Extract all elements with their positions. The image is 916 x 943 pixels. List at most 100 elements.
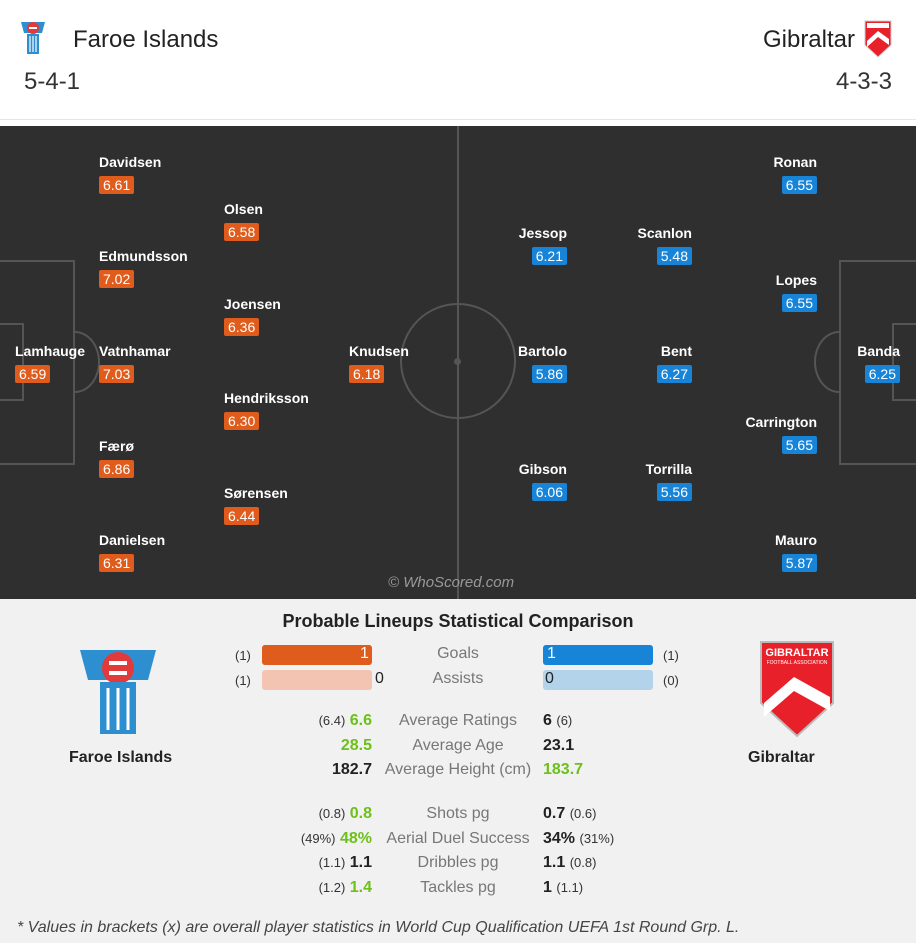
player-bartolo[interactable]: Bartolo 5.86 xyxy=(518,343,567,384)
player-sorensen[interactable]: Sørensen 6.44 xyxy=(224,485,288,526)
home-stat-overall: (1.1) xyxy=(318,855,346,870)
away-stat-number: 0.7 xyxy=(543,805,566,822)
player-rating: 6.36 xyxy=(224,318,260,336)
home-six-yard-box xyxy=(0,323,24,401)
home-team-label[interactable]: Faroe Islands xyxy=(69,749,173,766)
stat-label: Shots pg xyxy=(426,805,490,822)
player-joensen[interactable]: Joensen 6.36 xyxy=(224,296,281,337)
player-hendriksson[interactable]: Hendriksson 6.30 xyxy=(224,390,309,431)
player-vatnhamar[interactable]: Vatnhamar 7.03 xyxy=(99,343,171,384)
home-stat-value: 182.7 xyxy=(332,761,372,779)
player-lopes[interactable]: Lopes 6.55 xyxy=(776,272,817,313)
logo-subtext: FOOTBALL ASSOCIATION xyxy=(767,660,828,666)
player-davidsen[interactable]: Davidsen 6.61 xyxy=(99,154,161,195)
stat-row-aerial-duel-success: (49%) 48% Aerial Duel Success 34% (31%) xyxy=(0,830,916,852)
faroe-islands-logo-icon xyxy=(80,650,156,734)
stat-label: Average Height (cm) xyxy=(384,761,532,778)
player-knudsen[interactable]: Knudsen 6.18 xyxy=(349,343,409,384)
player-gibson[interactable]: Gibson 6.06 xyxy=(519,461,567,502)
away-stat-value: 23.1 xyxy=(543,737,574,755)
player-ronan[interactable]: Ronan 6.55 xyxy=(773,154,817,195)
away-stat-value: 1 (1.1) xyxy=(543,879,583,897)
player-olsen[interactable]: Olsen 6.58 xyxy=(224,201,263,242)
player-carrington[interactable]: Carrington 5.65 xyxy=(745,414,817,455)
center-spot xyxy=(454,358,461,365)
away-stat-value: 34% (31%) xyxy=(543,830,614,848)
away-stat-number: 1.1 xyxy=(543,854,566,871)
player-torrilla[interactable]: Torrilla 5.56 xyxy=(646,461,692,502)
logo-wordmark: GIBRALTAR xyxy=(765,647,828,659)
player-name: Ronan xyxy=(773,154,817,170)
player-rating: 5.65 xyxy=(781,436,817,454)
gibraltar-logo-icon: GIBRALTAR FOOTBALL ASSOCIATION xyxy=(760,641,834,738)
home-team-name[interactable]: Faroe Islands xyxy=(73,26,219,53)
pitch: Davidsen 6.61 Olsen 6.58 Edmundsson 7.02… xyxy=(0,126,916,599)
home-assists-overall: (1) xyxy=(235,673,251,688)
away-assists-overall: (0) xyxy=(663,673,679,688)
assists-label: Assists xyxy=(432,670,484,687)
away-stat-overall: (0.6) xyxy=(569,806,597,821)
stat-label: Average Ratings xyxy=(399,712,517,729)
home-stat-overall: (6.4) xyxy=(318,713,346,728)
player-name: Torrilla xyxy=(645,461,692,477)
goals-label: Goals xyxy=(437,645,479,662)
home-stat-value: 28.5 xyxy=(341,737,372,755)
player-danielsen[interactable]: Danielsen 6.31 xyxy=(99,532,165,573)
player-rating: 6.25 xyxy=(864,365,900,383)
home-stat-value: (1.1) 1.1 xyxy=(319,854,372,872)
stat-row-average-height-cm: 182.7 Average Height (cm) 183.7 xyxy=(0,761,916,783)
player-mauro[interactable]: Mauro 5.87 xyxy=(775,532,817,573)
player-name: Vatnhamar xyxy=(99,343,171,359)
home-stat-number: 48% xyxy=(339,830,372,847)
player-rating: 6.59 xyxy=(15,365,51,383)
player-name: Banda xyxy=(857,343,900,359)
player-faero[interactable]: Færø 6.86 xyxy=(99,438,135,479)
player-scanlon[interactable]: Scanlon 5.48 xyxy=(638,225,692,266)
player-rating: 6.27 xyxy=(656,365,692,383)
player-rating: 6.21 xyxy=(531,247,567,265)
gibraltar-crest-icon xyxy=(864,20,892,58)
player-name: Gibson xyxy=(518,461,567,477)
player-name: Jessop xyxy=(518,225,567,241)
player-lamhauge[interactable]: Lamhauge 6.59 xyxy=(15,343,85,384)
stat-label: Dribbles pg xyxy=(417,854,499,871)
player-name: Bent xyxy=(660,343,692,359)
match-header: Faroe Islands 5-4-1 Gibraltar 4-3-3 xyxy=(0,0,916,120)
watermark: © WhoScored.com xyxy=(388,574,515,591)
away-stat-value: 6 (6) xyxy=(543,712,572,730)
player-jessop[interactable]: Jessop 6.21 xyxy=(519,225,567,266)
stat-row-tackles-pg: (1.2) 1.4 Tackles pg 1 (1.1) xyxy=(0,879,916,901)
home-assists-bar xyxy=(262,670,372,690)
player-name: Hendriksson xyxy=(224,390,309,406)
player-name: Knudsen xyxy=(349,343,409,359)
stat-label: Tackles pg xyxy=(420,879,496,896)
player-rating: 6.58 xyxy=(224,223,260,241)
away-team-label[interactable]: Gibraltar xyxy=(748,749,815,766)
home-stat-overall: (1.2) xyxy=(318,880,346,895)
home-stat-value: (0.8) 0.8 xyxy=(319,805,372,823)
home-stat-value: (6.4) 6.6 xyxy=(319,712,372,730)
home-assists-value: 0 xyxy=(375,670,384,687)
player-name: Lamhauge xyxy=(15,343,86,359)
away-penalty-box xyxy=(839,260,916,465)
player-rating: 6.55 xyxy=(781,176,817,194)
home-stat-overall: (0.8) xyxy=(318,806,346,821)
player-bent[interactable]: Bent 6.27 xyxy=(656,343,692,384)
faroe-islands-crest-icon xyxy=(21,22,45,54)
away-team-name[interactable]: Gibraltar xyxy=(762,26,855,53)
player-edmundsson[interactable]: Edmundsson 7.02 xyxy=(99,248,188,289)
player-rating: 7.02 xyxy=(99,270,135,288)
away-assists-value: 0 xyxy=(545,670,554,687)
player-rating: 5.48 xyxy=(656,247,692,265)
away-stat-overall: (0.8) xyxy=(569,855,597,870)
lineup-comparison: Probable Lineups Statistical Comparison … xyxy=(0,599,916,943)
player-banda[interactable]: Banda 6.25 xyxy=(857,343,900,384)
stat-row-shots-pg: (0.8) 0.8 Shots pg 0.7 (0.6) xyxy=(0,805,916,827)
away-stat-value: 1.1 (0.8) xyxy=(543,854,596,872)
home-goals-overall: (1) xyxy=(235,648,251,663)
home-formation: 5-4-1 xyxy=(24,68,81,95)
home-stat-number: 1.1 xyxy=(349,854,372,871)
away-six-yard-box xyxy=(892,323,916,401)
home-stat-value: (1.2) 1.4 xyxy=(319,879,372,897)
away-stat-overall: (6) xyxy=(556,713,573,728)
